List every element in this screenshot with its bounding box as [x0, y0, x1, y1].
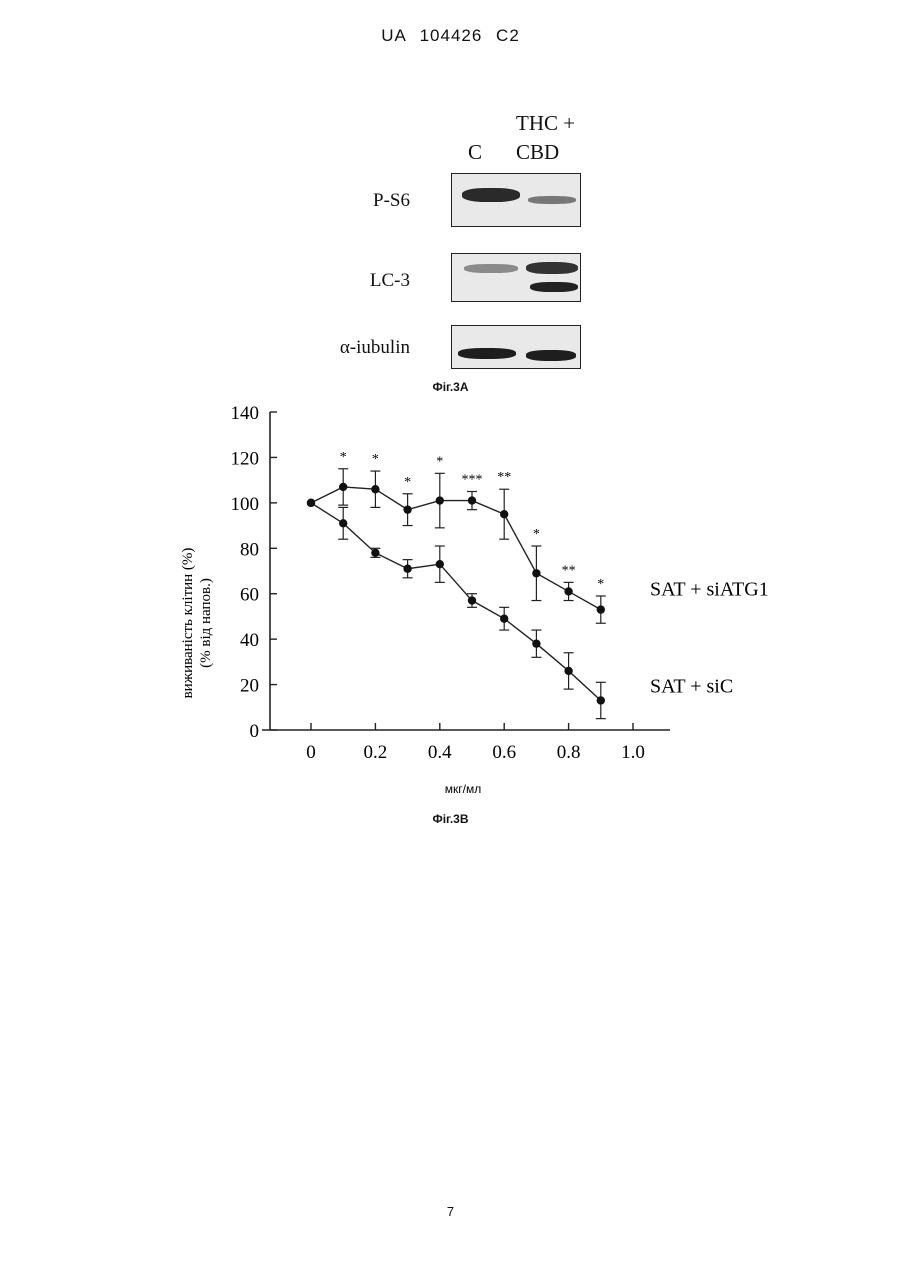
- row-label-ps6: P-S6: [310, 190, 410, 212]
- lane-label-treatment-line2: CBD: [516, 140, 559, 165]
- figure-3a-caption: Фіг.3А: [0, 380, 901, 394]
- blot-lc3: [451, 253, 581, 302]
- data-point: [339, 483, 347, 491]
- data-point: [597, 605, 605, 613]
- data-point: [500, 615, 508, 623]
- data-point: [564, 587, 572, 595]
- viability-chart: 02040608010012014000.20.40.60.81.0 *****…: [0, 395, 901, 815]
- significance-marker: *: [597, 577, 604, 592]
- y-tick-label: 100: [231, 494, 260, 515]
- series-line: [311, 487, 601, 610]
- data-point: [436, 496, 444, 504]
- x-axis-label: мкг/мл: [445, 782, 481, 796]
- y-tick-label: 120: [231, 448, 260, 469]
- y-tick-label: 140: [231, 403, 260, 424]
- y-axis-label-units: (% від напов.): [198, 578, 214, 668]
- significance-marker: *: [436, 454, 443, 469]
- y-tick-label: 20: [240, 676, 259, 697]
- data-point: [371, 485, 379, 493]
- data-point: [339, 519, 347, 527]
- series-label: SAT + siATG1: [650, 579, 769, 601]
- significance-marker: *: [340, 450, 347, 465]
- significance-marker: *: [533, 527, 540, 542]
- figure-3b-caption: Фіг.3В: [0, 812, 901, 826]
- y-tick-label: 0: [250, 721, 260, 742]
- data-point: [500, 510, 508, 518]
- lane-label-treatment-line1: THC +: [516, 111, 575, 136]
- x-tick-label: 0.6: [492, 742, 516, 763]
- patent-header: UA 104426 C2: [0, 26, 901, 46]
- x-tick-label: 0.2: [364, 742, 388, 763]
- data-point: [371, 549, 379, 557]
- data-point: [468, 596, 476, 604]
- x-tick-label: 1.0: [621, 742, 645, 763]
- data-point: [436, 560, 444, 568]
- data-point: [532, 639, 540, 647]
- y-tick-label: 80: [240, 539, 259, 560]
- row-label-tubulin: α-iubulin: [310, 337, 410, 359]
- western-blot-figure: C THC + CBD P-S6 LC-3 α-iubulin: [340, 105, 600, 380]
- page-number: 7: [0, 1204, 901, 1219]
- y-tick-label: 60: [240, 585, 259, 606]
- significance-marker: *: [404, 475, 411, 490]
- y-axis-label: виживаність клітин (%): [180, 548, 196, 699]
- series-label: SAT + siC: [650, 675, 733, 697]
- data-point: [564, 667, 572, 675]
- significance-marker: **: [562, 563, 576, 578]
- significance-marker: **: [497, 470, 511, 485]
- y-tick-label: 40: [240, 630, 259, 651]
- blot-ps6: [451, 173, 581, 227]
- data-point: [307, 499, 315, 507]
- data-point: [468, 496, 476, 504]
- data-point: [403, 565, 411, 573]
- data-point: [532, 569, 540, 577]
- data-point: [597, 696, 605, 704]
- blot-tubulin: [451, 325, 581, 369]
- x-tick-label: 0: [306, 742, 316, 763]
- data-point: [403, 505, 411, 513]
- significance-marker: ***: [462, 473, 483, 488]
- x-tick-label: 0.8: [557, 742, 581, 763]
- lane-label-control: C: [468, 140, 482, 165]
- significance-marker: *: [372, 452, 379, 467]
- row-label-lc3: LC-3: [310, 270, 410, 292]
- x-tick-label: 0.4: [428, 742, 452, 763]
- series-line: [311, 503, 601, 701]
